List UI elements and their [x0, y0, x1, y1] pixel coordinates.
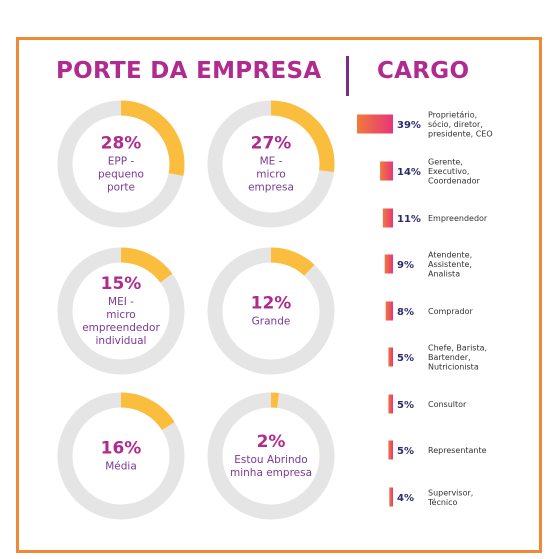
title-divider [346, 56, 349, 96]
porte-title: PORTE DA EMPRESA [56, 58, 322, 84]
cargo-title: CARGO [377, 58, 470, 84]
infographic-frame [16, 37, 542, 553]
